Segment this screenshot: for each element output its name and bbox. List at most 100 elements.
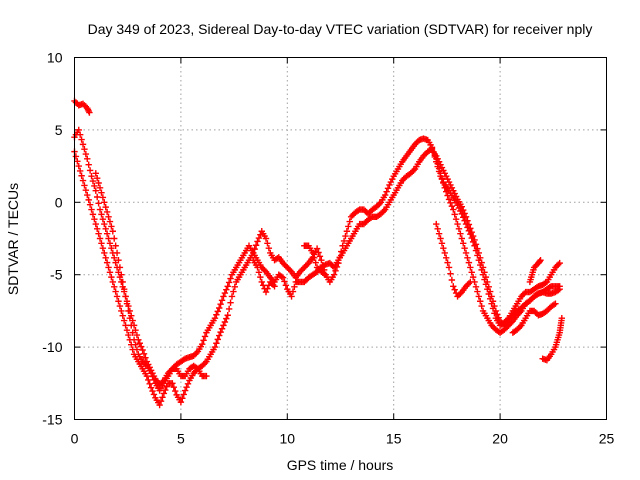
data-point-marker [311,254,318,262]
data-point-marker [115,298,122,305]
data-point-marker [75,162,82,170]
data-point-marker [122,322,129,329]
data-point-marker [346,218,353,225]
data-point-marker [96,184,104,192]
data-point-marker [448,276,456,284]
data-point-marker [79,177,87,184]
data-point-marker [437,235,444,242]
data-point-marker [221,289,229,297]
data-point-marker [213,311,220,318]
data-point-marker [387,178,395,186]
data-point-marker [486,288,494,295]
data-point-marker [282,282,290,289]
data-point-marker [461,244,468,252]
data-point-marker [558,314,566,322]
data-point-marker [458,235,465,242]
data-point-marker [309,249,317,257]
data-point-marker [537,257,544,264]
data-point-marker [108,273,115,281]
data-point-marker [457,230,464,237]
data-point-marker [123,327,131,334]
data-point-marker [220,293,227,300]
y-tick-label: -15 [42,412,62,428]
data-point-marker [467,278,474,286]
data-point-marker [214,336,221,343]
data-point-marker [76,131,84,138]
data-point-marker [156,401,163,409]
data-point-marker [82,150,90,158]
data-point-marker [340,237,348,245]
x-tick-label: 15 [386,431,402,447]
data-point-marker [179,395,186,402]
x-tick-label: 20 [492,431,508,447]
data-point-marker [367,214,375,221]
data-point-marker [274,255,281,262]
data-point-marker [224,283,231,290]
data-point-marker [92,170,99,177]
data-point-marker [106,218,114,225]
data-point-marker [433,220,440,228]
data-point-marker [448,184,456,192]
data-point-marker [149,373,156,380]
data-point-marker [472,241,480,248]
data-point-marker [330,271,338,278]
data-point-marker [119,278,126,286]
data-point-marker [452,215,460,223]
data-point-marker [454,220,461,228]
data-point-marker [471,236,478,244]
data-point-marker [112,288,119,295]
data-point-marker [120,285,128,293]
plot-frame [74,57,607,420]
data-point-marker [452,193,460,200]
data-point-marker [278,273,285,280]
data-point-marker [200,337,207,344]
data-point-marker [78,136,85,143]
data-point-marker [552,300,559,307]
axis-ticks [74,57,607,420]
data-point-marker [389,175,396,183]
data-point-marker [258,278,265,286]
data-point-marker [461,210,468,217]
data-point-marker [183,383,190,391]
data-point-marker [254,264,261,271]
data-point-marker [102,254,109,262]
data-point-marker [457,207,464,215]
data-point-marker [89,211,97,218]
data-point-marker [218,297,226,304]
data-point-marker [211,314,219,322]
data-point-marker [462,249,470,257]
y-tick-labels: -15 -10 -5 0 5 10 [42,50,62,428]
data-point-marker [271,283,278,290]
data-point-marker [467,225,474,232]
data-point-marker [223,315,230,322]
data-point-marker [482,273,490,281]
data-point-marker [475,249,483,257]
data-point-marker [93,174,101,182]
data-point-marker [163,383,170,390]
data-point-marker [494,311,501,318]
plot-area [71,97,566,409]
data-point-marker [105,264,112,271]
data-point-marker [220,322,227,329]
data-point-marker [98,211,105,218]
data-point-marker [72,153,80,160]
data-point-marker [441,170,448,177]
data-point-marker [136,340,143,347]
data-point-marker [464,254,471,262]
data-point-marker [264,240,271,247]
data-point-marker [217,328,224,336]
data-point-marker [128,322,135,329]
data-point-marker [313,245,321,252]
data-point-marker [262,288,270,296]
data-point-marker [438,240,446,247]
data-point-marker [438,164,446,171]
data-point-marker [460,240,467,247]
data-point-marker [85,161,92,168]
x-tick-label: 25 [599,431,615,447]
data-point-marker [332,267,339,275]
grid [74,57,607,420]
data-point-marker [142,354,149,361]
data-point-marker [81,182,88,189]
data-point-marker [342,232,349,240]
